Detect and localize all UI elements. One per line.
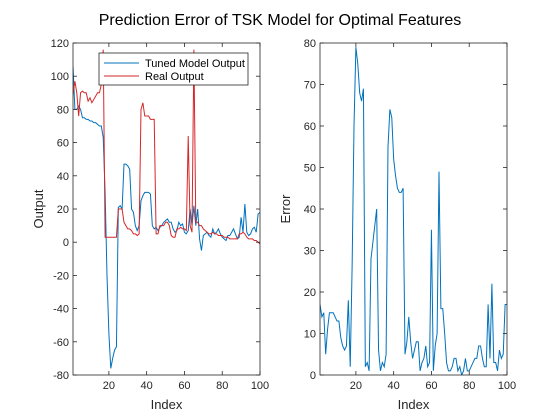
error-ytick-label: 40 (304, 204, 316, 216)
error-ytick-label: 50 (304, 163, 316, 175)
output-ytick-label: 0 (63, 237, 69, 249)
error-ytick-label: 60 (304, 121, 316, 133)
error-xtick-label: 80 (463, 380, 475, 392)
output-xtick-label: 60 (178, 380, 190, 392)
real-output-line (73, 49, 260, 245)
legend-box (98, 52, 249, 86)
figure-title: Prediction Error of TSK Model for Optima… (99, 12, 462, 29)
error-xtick-label: 20 (350, 380, 362, 392)
error-ylabel: Error (278, 194, 293, 224)
output-ytick-label: -40 (53, 304, 69, 316)
output-ytick-label: -80 (53, 370, 69, 382)
error-axes: 20 40 60 80 100 0 10 20 30 40 50 60 70 80 Index Error (278, 38, 516, 412)
output-ylabel: Output (31, 189, 46, 228)
output-ytick-label: 20 (57, 204, 69, 216)
error-ytick-label: 70 (304, 80, 316, 92)
error-ytick-label: 80 (304, 38, 316, 50)
error-plot-area (320, 43, 507, 375)
legend-entry-tuned-model-output: Tuned Model Output (145, 58, 245, 70)
error-ytick-label: 20 (304, 287, 316, 299)
output-xlabel: Index (151, 397, 183, 412)
output-xtick-label: 80 (216, 380, 228, 392)
error-error-line (320, 47, 507, 375)
legend-entry-real-output: Real Output (145, 71, 204, 83)
error-ytick-label: 0 (310, 370, 316, 382)
output-ytick-label: -60 (53, 337, 69, 349)
output-xtick-label: 20 (103, 380, 115, 392)
error-xtick-label: 40 (388, 380, 400, 392)
error-xtick-label: 60 (425, 380, 437, 392)
output-xtick-label: 100 (251, 380, 269, 392)
error-ytick-label: 30 (304, 246, 316, 258)
output-axes: 20 40 60 80 100 -80 -60 -40 -20 0 20 40 60 80 100 120 In… (31, 38, 269, 412)
error-ytick-label: 10 (304, 329, 316, 341)
output-ytick-label: 40 (57, 171, 69, 183)
output-xtick-label: 40 (141, 380, 153, 392)
error-xlabel: Index (398, 397, 430, 412)
output-ytick-label: 120 (51, 38, 69, 50)
output-ytick-label: 80 (57, 104, 69, 116)
output-ytick-label: 100 (51, 71, 69, 83)
output-ytick-label: 60 (57, 138, 69, 150)
output-plot-area (73, 43, 260, 375)
output-ytick-label: -20 (53, 270, 69, 282)
error-xtick-label: 100 (498, 380, 516, 392)
